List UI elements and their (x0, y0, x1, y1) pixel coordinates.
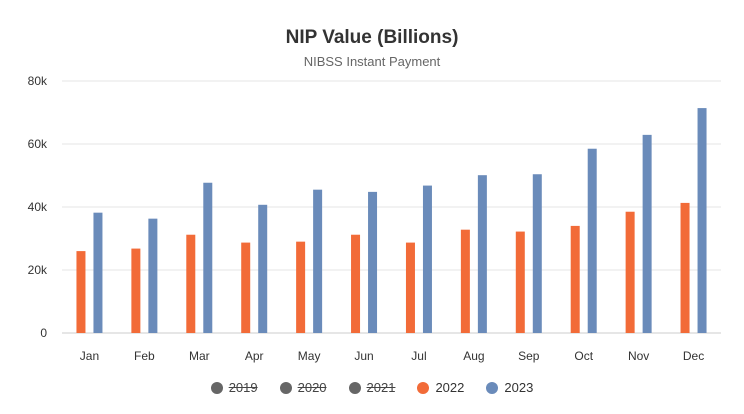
bar-2022-apr[interactable] (241, 242, 251, 333)
bar-2022-sep[interactable] (515, 231, 525, 333)
bar-2022-feb[interactable] (131, 248, 141, 333)
y-tick-label: 20k (28, 263, 48, 277)
legend-item-2020[interactable]: 2020 (279, 380, 327, 395)
y-tick-label: 80k (28, 74, 48, 88)
x-tick-label: May (298, 349, 321, 363)
bar-2023-mar[interactable] (203, 182, 213, 333)
legend-label: 2020 (297, 380, 327, 395)
bar-2022-oct[interactable] (570, 225, 580, 333)
x-tick-label: Nov (628, 349, 649, 363)
y-tick-label: 0 (40, 326, 47, 340)
bar-2023-feb[interactable] (148, 218, 158, 333)
x-tick-label: Feb (134, 349, 155, 363)
x-tick-label: Mar (189, 349, 210, 363)
legend: 2019 2020 2021 2022 2023 (0, 380, 744, 395)
bar-2023-nov[interactable] (642, 134, 652, 333)
bar-2023-jul[interactable] (422, 185, 432, 333)
legend-label: 2021 (366, 380, 396, 395)
x-tick-label: Jul (411, 349, 426, 363)
bar-2022-may[interactable] (296, 241, 306, 333)
legend-marker-icon (486, 381, 499, 394)
y-tick-label: 60k (28, 137, 48, 151)
chart-subtitle: NIBSS Instant Payment (303, 54, 441, 69)
bar-2022-jun[interactable] (351, 234, 361, 333)
bar-2023-sep[interactable] (532, 174, 542, 333)
bar-2023-dec[interactable] (697, 108, 707, 333)
bar-2023-jan[interactable] (93, 212, 103, 333)
bar-2022-aug[interactable] (460, 229, 470, 333)
legend-marker-icon (348, 381, 361, 394)
bar-2023-jun[interactable] (368, 191, 378, 333)
y-tick-label: 40k (28, 200, 48, 214)
x-tick-label: Apr (245, 349, 264, 363)
chart-title: NIP Value (Billions) (285, 27, 459, 48)
bar-2022-nov[interactable] (625, 211, 635, 333)
x-tick-label: Jan (80, 349, 99, 363)
bar-2022-jan[interactable] (76, 251, 86, 333)
bar-2023-oct[interactable] (587, 148, 597, 333)
x-tick-label: Jun (354, 349, 373, 363)
x-tick-label: Aug (463, 349, 484, 363)
legend-item-2022[interactable]: 2022 (417, 380, 464, 395)
legend-label: 2023 (504, 380, 534, 395)
legend-label: 2022 (435, 380, 465, 395)
legend-marker-icon (279, 381, 292, 394)
x-tick-label: Sep (518, 349, 540, 363)
bar-2023-may[interactable] (313, 189, 323, 333)
legend-label: 2019 (228, 380, 258, 395)
bar-2023-aug[interactable] (477, 175, 487, 333)
legend-item-2019[interactable]: 2019 (210, 380, 258, 395)
x-tick-label: Oct (574, 349, 593, 363)
bar-2022-mar[interactable] (186, 234, 196, 333)
legend-item-2023[interactable]: 2023 (486, 380, 533, 395)
bar-2022-jul[interactable] (405, 242, 415, 333)
legend-marker-icon (417, 381, 430, 394)
bar-2022-dec[interactable] (680, 202, 690, 333)
legend-item-2021[interactable]: 2021 (348, 380, 396, 395)
legend-marker-icon (210, 381, 223, 394)
x-tick-label: Dec (683, 349, 704, 363)
bar-2023-apr[interactable] (258, 204, 268, 333)
